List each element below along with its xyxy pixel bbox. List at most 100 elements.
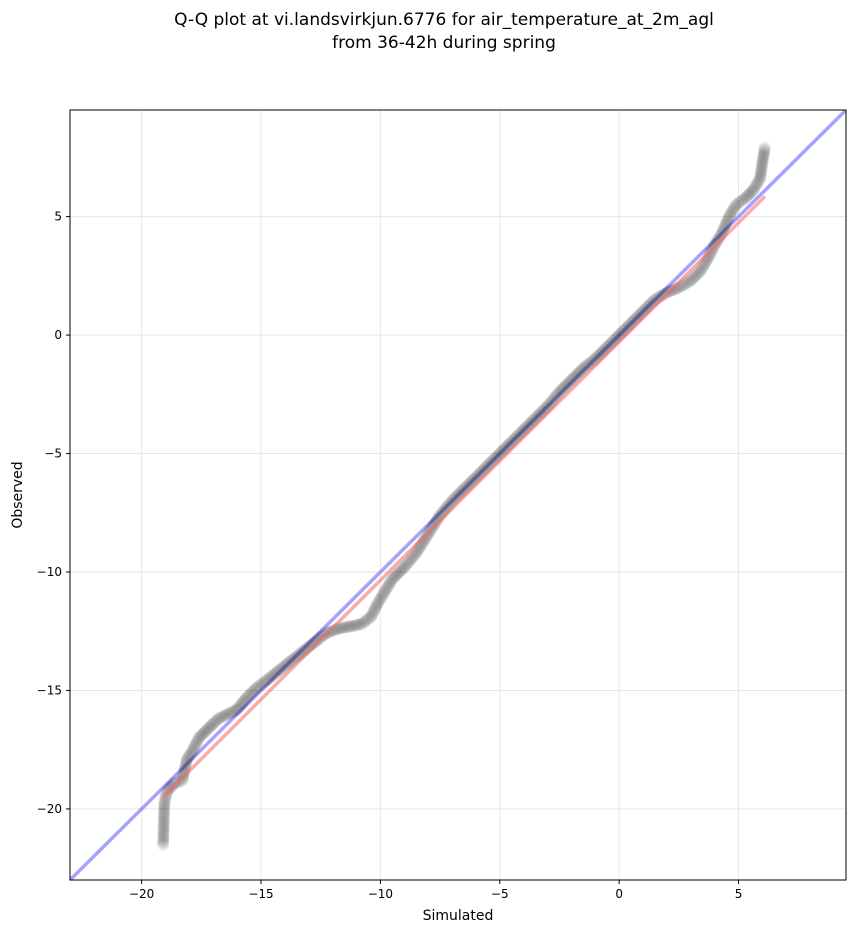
quantile-point	[560, 378, 573, 391]
quantile-point	[239, 693, 252, 706]
quantile-point	[202, 721, 215, 734]
quantile-point	[383, 577, 396, 590]
quantile-point	[574, 365, 587, 378]
quantile-point	[275, 662, 288, 675]
quantile-point	[335, 622, 348, 635]
quantile-point	[365, 608, 378, 621]
quantile-point	[751, 176, 764, 189]
quantile-point	[223, 707, 236, 720]
quantile-point	[312, 633, 325, 646]
quantile-point	[404, 554, 417, 567]
quantile-point	[158, 802, 171, 815]
quantile-point	[562, 377, 575, 390]
quantile-point	[343, 620, 356, 633]
quantile-point	[748, 182, 761, 195]
quantile-point	[390, 568, 403, 581]
quantile-point	[689, 269, 702, 282]
quantile-point	[210, 714, 223, 727]
quantile-point	[757, 148, 770, 160]
quantile-point	[372, 596, 385, 609]
y-tick-label: −15	[37, 683, 62, 697]
quantile-point	[233, 700, 246, 713]
chart-title-line-1: Q-Q plot at vi.landsvirkjun.6776 for air…	[174, 10, 714, 30]
quantile-point	[395, 564, 408, 577]
quantile-point	[569, 369, 582, 382]
quantile-point	[691, 268, 704, 281]
quantile-point	[327, 624, 340, 637]
quantile-point	[219, 709, 232, 722]
quantile-point	[362, 612, 375, 625]
quantile-point	[158, 804, 171, 817]
quantile-point	[242, 689, 255, 702]
quantile-point	[231, 703, 244, 716]
quantile-point	[255, 677, 268, 690]
quantile-point	[754, 168, 767, 181]
quantile-point	[204, 720, 217, 733]
quantile-point	[757, 152, 770, 165]
quantile-point	[680, 276, 693, 289]
quantile-point	[191, 733, 204, 746]
quantile-point	[341, 620, 354, 633]
x-axis-label: Simulated	[423, 908, 494, 924]
quantile-point	[656, 288, 669, 301]
quantile-point	[227, 705, 240, 718]
quantile-point	[392, 567, 405, 580]
quantile-point	[266, 669, 279, 682]
fit-line	[161, 195, 767, 799]
quantile-point	[758, 141, 771, 154]
quantile-point	[240, 691, 253, 704]
quantile-point	[213, 711, 226, 724]
quantile-point	[695, 263, 708, 276]
quantile-point	[157, 811, 170, 824]
quantile-point	[727, 202, 740, 215]
quantile-point	[157, 829, 170, 842]
quantile-point	[721, 214, 734, 227]
y-tick-label: −5	[44, 447, 62, 461]
quantile-point	[752, 174, 765, 187]
quantile-point	[376, 588, 389, 601]
quantile-point	[201, 723, 214, 736]
quantile-point	[553, 385, 566, 398]
quantile-point	[744, 187, 757, 200]
quantile-point	[374, 592, 387, 605]
quantile-point	[368, 602, 381, 615]
quantile-point	[188, 739, 201, 752]
quantile-point	[746, 184, 759, 197]
x-tick-label: −15	[248, 887, 273, 901]
quantile-point	[737, 193, 750, 206]
quantile-point	[257, 676, 270, 689]
quantile-point	[177, 768, 190, 781]
quantile-point	[309, 635, 322, 648]
quantile-point	[157, 822, 170, 835]
y-tick-label: −20	[37, 802, 62, 816]
quantile-point	[263, 672, 276, 685]
quantile-point	[399, 559, 412, 572]
quantile-point	[157, 816, 170, 829]
quantile-point	[755, 160, 768, 173]
quantile-point	[749, 180, 762, 193]
quantile-point	[157, 838, 170, 851]
quantile-point	[283, 656, 296, 669]
quantile-point	[247, 685, 260, 698]
quantile-point	[745, 185, 758, 198]
quantile-point	[756, 158, 769, 171]
quantile-point	[377, 586, 390, 599]
quantile-point	[364, 611, 377, 624]
quantile-point	[730, 198, 743, 211]
quantile-point	[355, 618, 368, 631]
quantile-point	[549, 391, 561, 404]
quantile-point	[550, 389, 563, 402]
quantile-point	[579, 360, 592, 373]
quantile-point	[179, 759, 192, 772]
quantile-point	[157, 827, 170, 840]
quantile-point	[430, 514, 443, 527]
quantile-point	[159, 793, 172, 806]
fit-line-layer	[161, 195, 767, 799]
x-tick-label: 5	[735, 887, 743, 901]
quantile-point	[359, 615, 372, 628]
quantile-point	[658, 287, 671, 300]
quantile-point	[568, 371, 581, 384]
quantile-point	[221, 708, 234, 721]
quantile-point	[735, 194, 748, 207]
